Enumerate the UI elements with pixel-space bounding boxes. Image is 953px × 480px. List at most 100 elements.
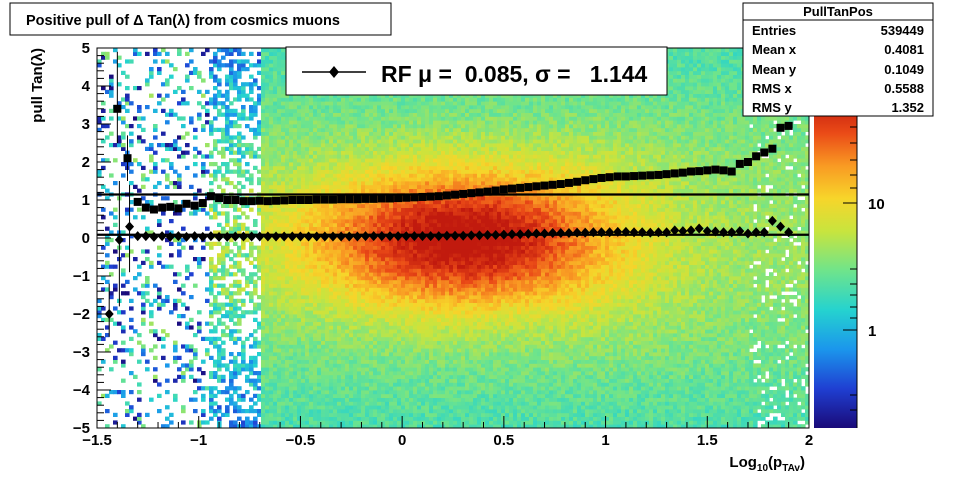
heat-cell: [261, 245, 266, 250]
heat-cell: [273, 287, 278, 292]
heat-cell: [317, 367, 322, 372]
heat-cell: [297, 116, 302, 121]
heat-cell: [121, 310, 126, 315]
heat-cell: [401, 97, 406, 102]
heat-cell: [273, 82, 278, 87]
heat-cell: [309, 344, 314, 349]
heat-cell: [337, 420, 342, 425]
heat-cell: [217, 321, 222, 326]
heat-cell: [401, 112, 406, 117]
heat-cell: [321, 203, 326, 208]
heat-cell: [277, 59, 282, 64]
heat-cell: [389, 416, 394, 421]
heat-cell: [389, 363, 394, 368]
heat-cell: [277, 424, 282, 428]
heat-cell: [265, 78, 270, 83]
heat-cell: [317, 295, 322, 300]
heat-cell: [289, 222, 294, 227]
heat-cell: [373, 363, 378, 368]
heat-cell: [377, 162, 382, 167]
heat-cell: [321, 393, 326, 398]
heat-cell: [221, 245, 226, 250]
heat-cell: [341, 352, 346, 357]
heat-cell: [401, 169, 406, 174]
heat-cell: [285, 314, 290, 319]
heat-cell: [297, 325, 302, 330]
heat-cell: [321, 374, 326, 379]
heat-cell: [385, 272, 390, 277]
heat-cell: [361, 382, 366, 387]
heat-cell: [345, 325, 350, 330]
heat-cell: [405, 382, 410, 387]
heat-cell: [381, 355, 386, 360]
heat-cell: [333, 105, 338, 110]
heat-cell: [261, 215, 266, 220]
heat-cell: [325, 108, 330, 113]
heat-cell: [345, 310, 350, 315]
heat-cell: [333, 272, 338, 277]
heat-cell: [401, 359, 406, 364]
heat-cell: [401, 291, 406, 296]
heat-cell: [293, 306, 298, 311]
heat-cell: [385, 162, 390, 167]
heat-cell: [373, 306, 378, 311]
heat-cell: [265, 143, 270, 148]
heat-cell: [397, 173, 402, 178]
heat-cell: [405, 226, 410, 231]
heat-cell: [361, 310, 366, 315]
heat-cell: [249, 260, 254, 265]
heat-cell: [397, 257, 402, 262]
heat-cell: [365, 310, 370, 315]
heat-cell: [297, 393, 302, 398]
heat-cell: [329, 150, 334, 155]
heat-cell: [289, 352, 294, 357]
heat-cell: [245, 146, 250, 151]
heat-cell: [401, 336, 406, 341]
heat-cell: [105, 325, 110, 330]
heat-cell: [173, 181, 178, 186]
heat-cell: [353, 276, 358, 281]
heat-cell: [213, 101, 218, 106]
heat-cell: [209, 287, 214, 292]
heat-cell: [113, 420, 118, 425]
heat-cell: [269, 139, 274, 144]
heat-cell: [293, 165, 298, 170]
heat-cell: [405, 374, 410, 379]
heat-cell: [265, 162, 270, 167]
heat-cell: [341, 105, 346, 110]
heat-cell: [393, 374, 398, 379]
heat-cell: [333, 120, 338, 125]
heat-cell: [293, 336, 298, 341]
heat-cell: [177, 321, 182, 326]
heat-cell: [353, 386, 358, 391]
heat-cell: [157, 295, 162, 300]
heat-cell: [385, 298, 390, 303]
heat-cell: [201, 420, 206, 425]
heat-cell: [365, 173, 370, 178]
heat-cell: [349, 150, 354, 155]
heat-cell: [377, 405, 382, 410]
heat-cell: [273, 325, 278, 330]
heat-cell: [357, 219, 362, 224]
heat-cell: [285, 424, 290, 428]
heat-cell: [373, 238, 378, 243]
heat-cell: [301, 230, 306, 235]
heat-cell: [309, 314, 314, 319]
heat-cell: [277, 70, 282, 75]
heat-cell: [357, 230, 362, 235]
heat-cell: [233, 329, 238, 334]
heat-cell: [313, 268, 318, 273]
heat-cell: [361, 211, 366, 216]
heat-cell: [317, 116, 322, 121]
heat-cell: [217, 82, 222, 87]
heat-cell: [369, 279, 374, 284]
heat-cell: [285, 291, 290, 296]
heat-cell: [277, 82, 282, 87]
heat-cell: [253, 108, 258, 113]
heat-cell: [245, 374, 250, 379]
heat-cell: [273, 291, 278, 296]
heat-cell: [301, 238, 306, 243]
heat-cell: [341, 336, 346, 341]
heat-cell: [321, 325, 326, 330]
heat-cell: [365, 268, 370, 273]
